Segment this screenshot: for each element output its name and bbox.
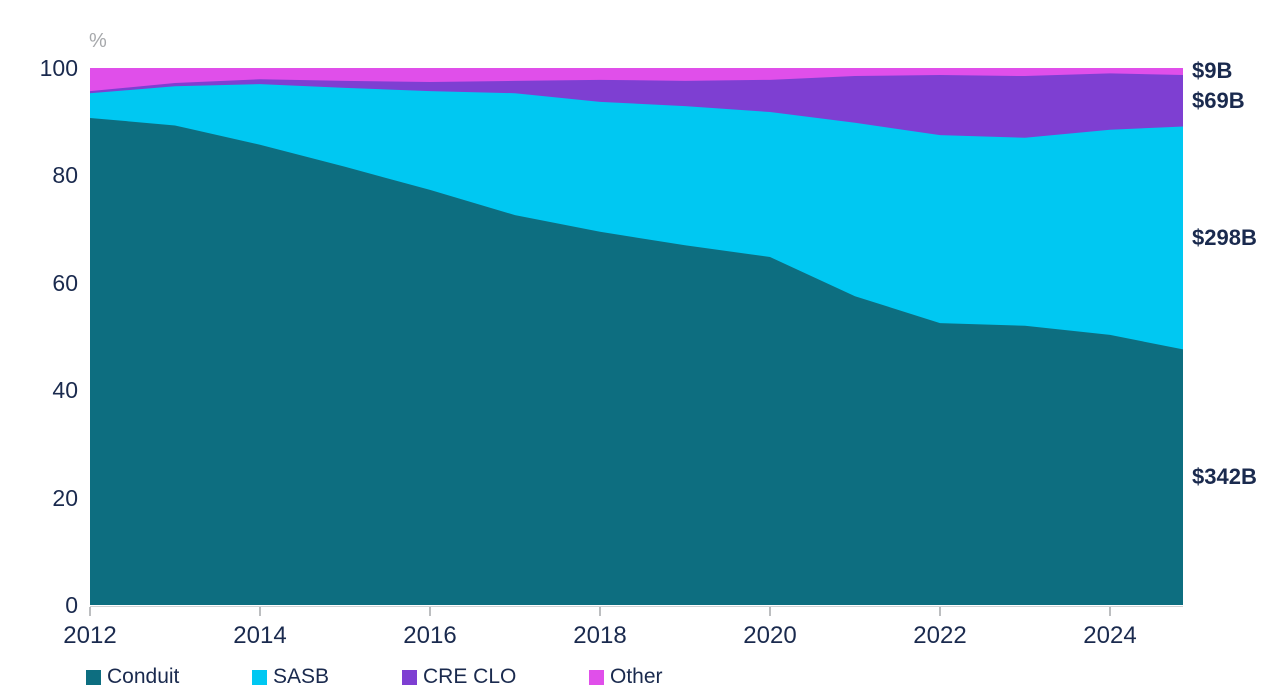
end-value-label-other: $9B xyxy=(1192,58,1233,84)
legend-item-cre-clo: CRE CLO xyxy=(402,665,517,688)
area-conduit xyxy=(90,117,1183,605)
legend-label: Conduit xyxy=(107,665,180,688)
y-axis-tick-label: 80 xyxy=(52,162,78,189)
end-value-label-cre-clo: $69B xyxy=(1192,87,1245,113)
x-axis-tick-label: 2018 xyxy=(573,622,627,649)
y-axis-tick-label: 100 xyxy=(39,55,78,81)
legend-label: SASB xyxy=(273,665,330,688)
end-value-label-sasb: $298B xyxy=(1192,224,1257,250)
x-axis-tick-label: 2024 xyxy=(1083,622,1137,649)
x-axis-tick-label: 2014 xyxy=(233,622,287,649)
x-axis-tick-label: 2022 xyxy=(913,622,967,649)
legend-label: Other xyxy=(610,665,663,688)
legend-swatch-icon xyxy=(402,669,417,685)
x-axis-tick-label: 2020 xyxy=(743,622,797,649)
legend-swatch-icon xyxy=(86,669,101,685)
y-axis-tick-label: 60 xyxy=(52,269,78,296)
x-axis-tick-label: 2012 xyxy=(63,622,117,649)
legend-label: CRE CLO xyxy=(423,665,517,688)
y-axis-tick-label: 20 xyxy=(52,484,78,511)
y-axis-tick-label: 40 xyxy=(52,377,78,404)
legend-item-sasb: SASB xyxy=(252,665,330,688)
y-axis-tick-label: 0 xyxy=(65,592,78,618)
legend-swatch-icon xyxy=(252,669,267,685)
legend-item-conduit: Conduit xyxy=(86,665,180,688)
end-value-label-conduit: $342B xyxy=(1192,464,1257,490)
y-axis-unit-label: % xyxy=(89,30,107,52)
legend-item-other: Other xyxy=(589,665,663,688)
legend-swatch-icon xyxy=(589,669,604,685)
x-axis-tick-label: 2016 xyxy=(403,622,457,649)
